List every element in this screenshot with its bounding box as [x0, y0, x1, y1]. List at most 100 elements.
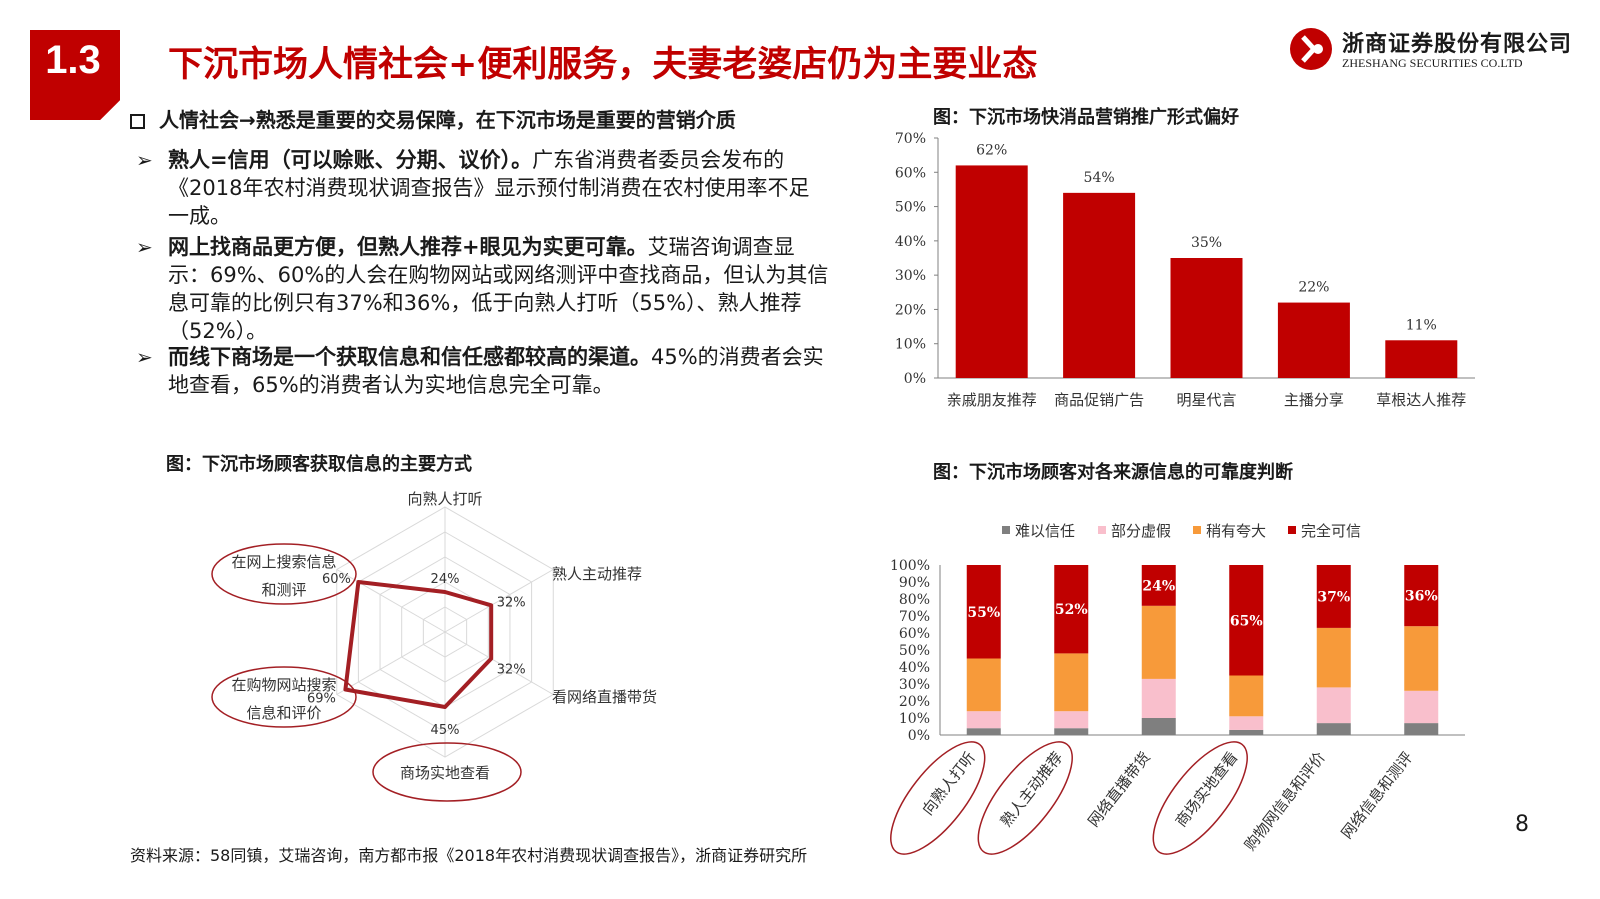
page-number: 8	[1515, 812, 1529, 837]
stacked-chart-caption: 图：下沉市场顾客对各来源信息的可靠度判断	[933, 462, 1293, 483]
x-tick-label: 商品促销广告	[1054, 391, 1144, 409]
y-tick-label: 0%	[904, 371, 926, 387]
y-tick-label: 0%	[908, 728, 930, 744]
radar-data-label: 32%	[497, 663, 526, 678]
stacked-bar-segment	[1316, 687, 1351, 724]
radar-spoke	[444, 631, 554, 695]
stacked-data-label: 52%	[1055, 602, 1088, 618]
bullet-heading-text: 人情社会→熟悉是重要的交易保障，在下沉市场是重要的营销介质	[159, 108, 736, 132]
y-tick-label: 100%	[890, 558, 930, 574]
section-number: 1.3	[45, 38, 101, 82]
x-tick-label: 网络直播带货	[1084, 748, 1154, 830]
stacked-bar-segment	[966, 728, 1001, 735]
y-tick-label: 70%	[899, 609, 930, 625]
bar-data-label: 11%	[1406, 317, 1437, 333]
y-tick-label: 30%	[899, 677, 930, 693]
x-tick-label: 明星代言	[1176, 391, 1236, 409]
y-tick-label: 20%	[899, 694, 930, 710]
stacked-bar-segment	[1316, 723, 1351, 735]
radar-category-label: 向熟人打听	[407, 490, 482, 508]
x-tick-label: 商场实地查看	[1172, 748, 1242, 830]
stacked-bar-segment	[1404, 690, 1439, 724]
bar-data-label: 22%	[1298, 280, 1329, 296]
stacked-bar-segment	[1141, 678, 1176, 718]
info-channel-radar-chart: 24% 32% 32% 45% 69% 60% 向熟人打听熟人主动推荐看网络直播带货商场实地…	[211, 490, 657, 802]
radar-series-line	[343, 580, 494, 709]
stacked-data-label: 37%	[1317, 589, 1350, 605]
company-name-cn: 浙商证券股份有限公司	[1342, 31, 1573, 57]
highlight-ellipse	[211, 543, 357, 605]
y-tick-label: 10%	[895, 337, 926, 353]
stacked-bar-segment	[966, 711, 1001, 729]
y-tick-label: 30%	[895, 268, 926, 284]
point-2-bold: 网上找商品更方便，但熟人推荐+眼见为实更可靠。	[168, 235, 648, 259]
radar-category-label: 在购物网站搜索信息和评价	[231, 676, 336, 722]
y-tick-label: 60%	[895, 165, 926, 181]
radar-spoke	[444, 569, 554, 633]
radar-category-label: 看网络直播带货	[552, 688, 657, 706]
radar-data-label: 45%	[431, 723, 460, 738]
stacked-bar-segment	[1141, 718, 1176, 735]
x-tick-label: 熟人主动推荐	[997, 748, 1067, 830]
y-tick-label: 50%	[895, 200, 926, 216]
radar-chart-caption: 图：下沉市场顾客获取信息的主要方式	[166, 454, 472, 475]
stacked-data-label: 55%	[967, 605, 1000, 621]
legend-label: 部分虚假	[1111, 522, 1171, 540]
x-tick-label: 购物网信息和评价	[1241, 748, 1329, 854]
stacked-bar-segment	[1229, 675, 1264, 717]
legend-swatch	[1002, 526, 1010, 534]
stacked-bar-segment	[1316, 565, 1351, 628]
bar	[1385, 340, 1458, 378]
marketing-preference-bar-chart: 0% 10% 20% 30% 40% 50% 60% 70% 62% 亲戚朋友推荐 54% 商品促销广…	[895, 131, 1475, 409]
bar-chart-caption: 图：下沉市场快消品营销推广形式偏好	[933, 107, 1239, 128]
bar	[955, 165, 1028, 378]
highlight-ellipse	[1152, 741, 1248, 855]
arrow-bullet-icon: ➢	[136, 148, 153, 172]
y-tick-label: 80%	[899, 592, 930, 608]
legend-swatch	[1193, 526, 1201, 534]
highlight-ellipse	[890, 741, 986, 855]
radar-category-label: 在网上搜索信息和测评	[231, 553, 336, 599]
stacked-bar-segment	[1141, 605, 1176, 679]
stacked-bar-segment	[1141, 565, 1176, 606]
stacked-bar-segment	[1054, 653, 1089, 712]
x-tick-label: 向熟人打听	[919, 748, 979, 818]
stacked-bar-segment	[1229, 565, 1264, 676]
radar-data-label: 60%	[322, 572, 351, 587]
radar-data-label: 69%	[307, 692, 336, 707]
square-bullet-icon	[130, 114, 145, 129]
stacked-bar-segment	[1316, 627, 1351, 688]
point-2: ➢ 网上找商品更方便，但熟人推荐+眼见为实更可靠。艾瑞咨询调查显示：69%、60…	[136, 233, 833, 345]
source-note: 资料来源：58同镇，艾瑞咨询，南方都市报《2018年农村消费现状调查报告》，浙商…	[130, 846, 808, 865]
bar	[1170, 258, 1243, 378]
y-tick-label: 20%	[895, 302, 926, 318]
y-tick-label: 40%	[899, 660, 930, 676]
highlight-ellipse	[977, 741, 1073, 855]
stacked-bar-segment	[966, 658, 1001, 712]
bar	[1063, 192, 1136, 378]
legend-label: 完全可信	[1301, 522, 1361, 540]
stacked-bar-segment	[1229, 716, 1264, 730]
radar-data-label: 24%	[431, 572, 460, 587]
x-tick-label: 主播分享	[1284, 391, 1344, 409]
company-logo-icon	[1290, 28, 1332, 70]
point-1-text: 广东省消费者委员会发布的《2018年农村消费现状调查报告》显示预付制消费在农村使…	[168, 148, 810, 228]
point-2-text: 艾瑞咨询调查显示：69%、60%的人会在购物网站或网络测评中查找商品，但认为其信…	[168, 235, 829, 343]
company-name-en: ZHESHANG SECURITIES CO.LTD	[1342, 56, 1523, 70]
stacked-bar-segment	[966, 565, 1001, 659]
bullet-heading: 人情社会→熟悉是重要的交易保障，在下沉市场是重要的营销介质	[130, 104, 736, 133]
bar-data-label: 54%	[1084, 170, 1115, 186]
point-3: ➢ 而线下商场是一个获取信息和信任感都较高的渠道。45%的消费者会实地查看，65…	[136, 343, 833, 399]
arrow-bullet-icon: ➢	[136, 345, 153, 369]
legend-label: 难以信任	[1015, 522, 1075, 540]
stacked-bar-segment	[1054, 565, 1089, 654]
y-tick-label: 90%	[899, 575, 930, 591]
point-3-text: 45%的消费者会实地查看，65%的消费者认为实地信息完全可靠。	[168, 345, 824, 397]
legend-label: 稍有夸大	[1206, 522, 1266, 540]
point-3-bold: 而线下商场是一个获取信息和信任感都较高的渠道。	[168, 345, 651, 369]
y-tick-label: 10%	[899, 711, 930, 727]
bar	[1277, 302, 1350, 378]
point-1-bold: 熟人=信用（可以赊账、分期、议价）。	[168, 148, 533, 172]
highlight-ellipse	[211, 666, 357, 728]
legend-swatch	[1288, 526, 1296, 534]
